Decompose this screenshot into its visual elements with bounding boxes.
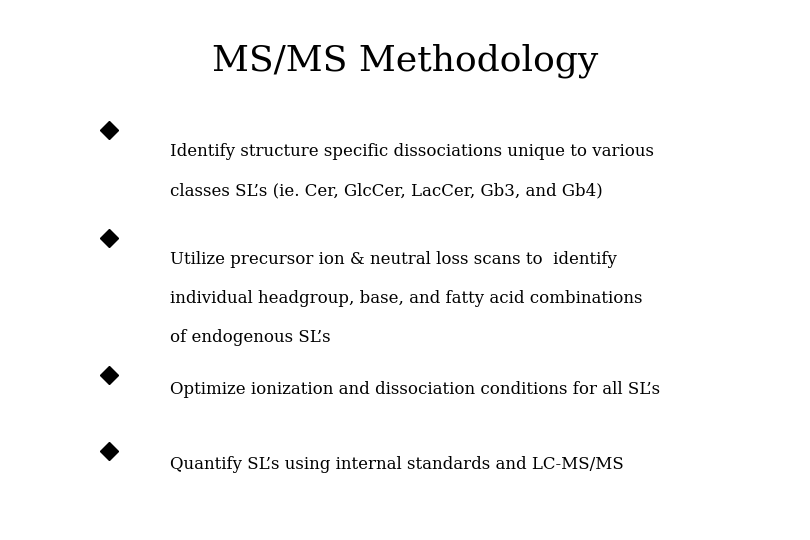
- Text: Optimize ionization and dissociation conditions for all SL’s: Optimize ionization and dissociation con…: [170, 381, 660, 397]
- Text: Quantify SL’s using internal standards and LC-MS/MS: Quantify SL’s using internal standards a…: [170, 456, 624, 473]
- Text: individual headgroup, base, and fatty acid combinations: individual headgroup, base, and fatty ac…: [170, 290, 642, 307]
- Text: classes SL’s (ie. Cer, GlcCer, LacCer, Gb3, and Gb4): classes SL’s (ie. Cer, GlcCer, LacCer, G…: [170, 182, 603, 199]
- Text: Utilize precursor ion & neutral loss scans to  identify: Utilize precursor ion & neutral loss sca…: [170, 251, 617, 268]
- Text: MS/MS Methodology: MS/MS Methodology: [212, 43, 598, 78]
- Text: of endogenous SL’s: of endogenous SL’s: [170, 329, 330, 346]
- Text: Identify structure specific dissociations unique to various: Identify structure specific dissociation…: [170, 143, 654, 160]
